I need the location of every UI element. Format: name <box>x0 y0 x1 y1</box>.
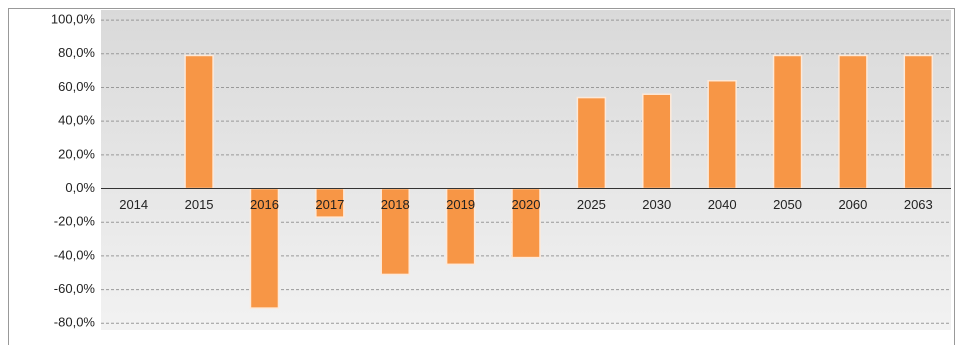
bar <box>445 187 476 266</box>
y-tick-label: -60,0% <box>54 281 96 296</box>
x-tick-label: 2040 <box>708 197 737 212</box>
y-tick-label: 80,0% <box>58 45 95 60</box>
x-tick-label: 2015 <box>185 197 214 212</box>
x-tick-label: 2014 <box>119 197 148 212</box>
y-tick-label: -20,0% <box>54 214 96 229</box>
x-tick-label: 2030 <box>642 197 671 212</box>
plot-area <box>101 10 951 330</box>
x-tick-label: 2020 <box>512 197 541 212</box>
bar <box>576 96 607 190</box>
y-tick-label: 20,0% <box>58 146 95 161</box>
bar <box>315 187 345 218</box>
x-tick-label: 2016 <box>250 197 279 212</box>
x-tick-label: 2025 <box>577 197 606 212</box>
bar <box>838 54 868 190</box>
x-tick-label: 2019 <box>446 197 475 212</box>
bar <box>903 54 934 190</box>
y-tick-label: -80,0% <box>54 315 96 330</box>
bar <box>511 187 541 259</box>
y-tick-label: 40,0% <box>58 113 95 128</box>
bar <box>772 54 803 190</box>
x-tick-label: 2063 <box>904 197 933 212</box>
x-tick-label: 2018 <box>381 197 410 212</box>
bar <box>707 79 737 190</box>
y-tick-label: 60,0% <box>58 79 95 94</box>
y-tick-label: -40,0% <box>54 247 96 262</box>
y-tick-label: 0,0% <box>65 180 95 195</box>
x-tick-label: 2060 <box>838 197 867 212</box>
y-tick-label: 100,0% <box>51 12 96 27</box>
x-tick-label: 2017 <box>315 197 344 212</box>
x-tick-label: 2050 <box>773 197 802 212</box>
bar <box>249 187 280 309</box>
bar <box>184 54 214 190</box>
bar <box>642 93 672 190</box>
